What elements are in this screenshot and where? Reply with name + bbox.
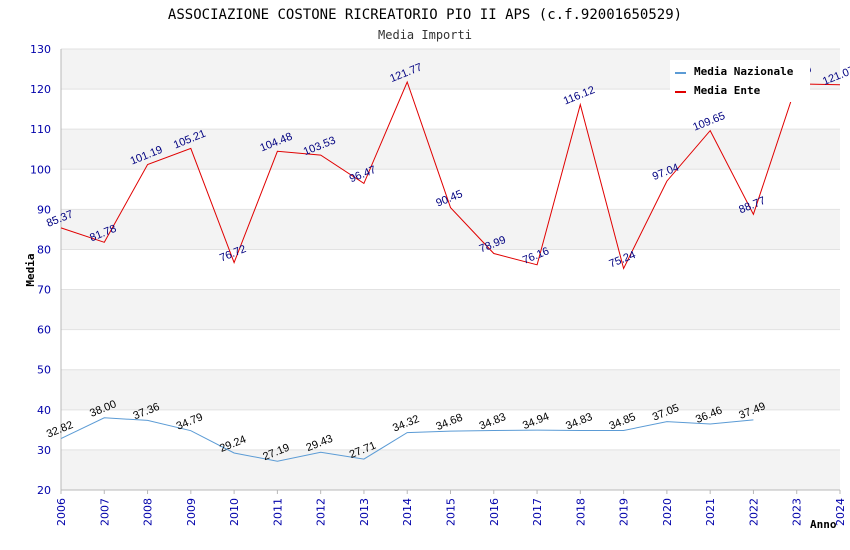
x-tick-label: 2024 [834, 498, 847, 526]
x-tick-label: 2013 [358, 498, 371, 526]
x-tick-label: 2017 [531, 498, 544, 526]
x-tick-label: 2016 [488, 498, 501, 526]
band-50 [61, 329, 840, 370]
y-tick-label: 130 [30, 43, 51, 56]
chart-title: ASSOCIAZIONE COSTONE RICREATORIO PIO II … [168, 7, 682, 23]
x-tick-label: 2007 [98, 498, 111, 526]
band-30 [61, 409, 840, 450]
y-tick-label: 30 [37, 444, 51, 457]
x-tick-label: 2020 [661, 498, 674, 526]
x-tick-label: 2006 [55, 498, 68, 526]
x-tick-label: 2008 [142, 498, 155, 526]
y-tick-label: 110 [30, 123, 51, 136]
y-tick-label: 100 [30, 163, 51, 176]
band-80 [61, 209, 840, 250]
y-tick-label: 80 [37, 243, 51, 256]
y-tick-label: 40 [37, 404, 51, 417]
band-70 [61, 249, 840, 290]
x-axis-label: Anno [810, 518, 837, 531]
x-tick-label: 2014 [401, 498, 414, 526]
x-tick-label: 2021 [704, 498, 717, 526]
band-20 [61, 449, 840, 490]
x-tick-label: 2011 [271, 498, 284, 526]
band-60 [61, 289, 840, 330]
y-tick-label: 90 [37, 203, 51, 216]
y-tick-label: 60 [37, 324, 51, 337]
series-line-media-ente [60, 80, 841, 270]
legend-label-media-nazionale: Media Nazionale [694, 65, 794, 78]
y-axis-label: Media [24, 253, 37, 286]
x-tick-label: 2022 [747, 498, 760, 526]
legend-box [670, 60, 810, 102]
y-tick-label: 20 [37, 484, 51, 497]
band-40 [61, 369, 840, 410]
legend: Media Nazionale Media Ente [670, 60, 810, 102]
y-tick-label: 50 [37, 364, 51, 377]
series-lines [60, 80, 841, 462]
chart-subtitle: Media Importi [378, 28, 472, 42]
x-tick-label: 2023 [791, 498, 804, 526]
legend-label-media-ente: Media Ente [694, 84, 761, 97]
x-tick-label: 2010 [228, 498, 241, 526]
x-tick-label: 2018 [574, 498, 587, 526]
x-tick-label: 2009 [185, 498, 198, 526]
y-tick-label: 120 [30, 83, 51, 96]
x-tick-labels: 2006 2007 2008 2009 2010 2011 2012 2013 2014 2015… [55, 490, 847, 526]
x-tick-label: 2015 [445, 498, 458, 526]
x-tick-label: 2012 [315, 498, 328, 526]
y-tick-label: 70 [37, 284, 51, 297]
band-90 [61, 169, 840, 210]
x-tick-label: 2019 [618, 498, 631, 526]
series-line-media-nazionale [60, 417, 754, 462]
y-tick-labels: 20 30 40 50 60 70 80 90 100 110 120 130 [30, 43, 51, 497]
